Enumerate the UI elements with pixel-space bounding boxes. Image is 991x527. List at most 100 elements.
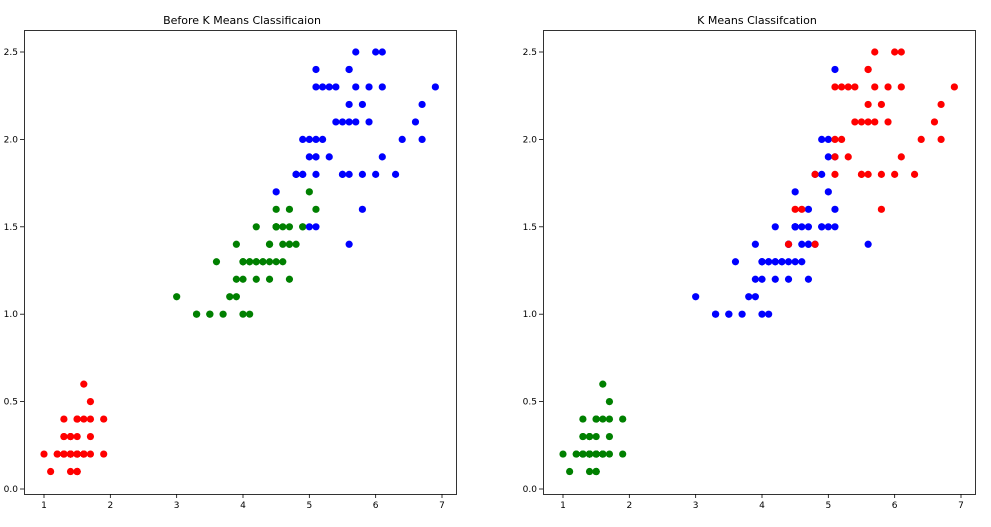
chart-title-before: Before K Means Classificaion (163, 14, 321, 27)
x-tick-label: 3 (174, 501, 180, 511)
y-tick-label: 2.5 (4, 48, 18, 58)
data-point (319, 135, 327, 143)
data-point (319, 83, 327, 91)
data-point (937, 100, 945, 109)
data-point (572, 450, 580, 458)
data-point (73, 450, 81, 458)
data-point (871, 48, 879, 56)
data-point (725, 310, 733, 318)
y-tick-label: 2.0 (523, 135, 538, 145)
data-point (86, 398, 95, 406)
data-point (771, 223, 779, 231)
data-point (206, 310, 214, 318)
data-point (804, 205, 813, 213)
data-point (891, 170, 899, 178)
data-point (605, 415, 614, 423)
data-point (305, 135, 313, 143)
data-point (272, 188, 280, 196)
data-point (259, 258, 267, 266)
data-point (579, 415, 587, 423)
data-point (305, 188, 313, 196)
data-point (345, 170, 353, 178)
y-tick-label: 0.0 (523, 485, 538, 495)
data-point (332, 118, 340, 126)
axes-frame (543, 30, 976, 495)
data-point (86, 415, 95, 423)
data-point (758, 310, 766, 318)
y-tick-label: 1.0 (523, 310, 538, 320)
series-green (173, 170, 320, 318)
series-red (40, 380, 108, 476)
data-point (232, 240, 240, 248)
data-point (252, 275, 260, 283)
axes-frame (24, 30, 457, 495)
data-point (877, 205, 885, 213)
data-point (252, 223, 260, 231)
data-point (824, 153, 832, 161)
data-point (86, 450, 95, 458)
data-point (100, 415, 108, 423)
data-point (559, 450, 567, 458)
data-point (246, 310, 254, 318)
data-point (864, 100, 872, 109)
x-tick-label: 2 (107, 501, 113, 511)
data-point (745, 293, 753, 301)
data-point (312, 135, 320, 143)
data-point (312, 223, 320, 231)
data-point (884, 118, 892, 126)
data-point (365, 118, 373, 126)
data-point (619, 415, 627, 423)
data-point (219, 310, 227, 318)
data-point (844, 83, 852, 91)
data-point (272, 223, 280, 231)
data-point (345, 65, 353, 74)
data-point (66, 450, 75, 458)
data-point (378, 153, 386, 161)
data-point (378, 48, 386, 56)
data-point (312, 65, 320, 74)
data-point (811, 170, 819, 178)
data-point (818, 223, 826, 231)
y-tick-label: 0.0 (4, 485, 19, 495)
data-point (877, 100, 885, 109)
data-point (73, 467, 81, 476)
data-point (765, 258, 773, 266)
data-point (798, 240, 806, 248)
data-point (60, 415, 68, 423)
data-point (73, 432, 81, 441)
series-red (784, 48, 958, 248)
data-point (824, 223, 832, 231)
data-point (857, 118, 866, 126)
data-point (265, 240, 274, 248)
data-point (279, 240, 287, 248)
data-point (338, 170, 347, 178)
data-point (305, 223, 313, 231)
data-point (252, 258, 260, 266)
data-point (272, 205, 280, 213)
x-tick-label: 3 (693, 501, 699, 511)
y-tick-label: 0.5 (523, 398, 537, 408)
data-point (365, 83, 373, 91)
data-point (60, 432, 68, 441)
data-point (265, 275, 274, 283)
y-tick-label: 1.0 (4, 310, 19, 320)
data-point (292, 170, 300, 178)
y-tick-label: 0.5 (4, 398, 18, 408)
data-point (285, 275, 294, 283)
x-tick-label: 6 (892, 501, 898, 511)
data-point (897, 48, 905, 56)
data-point (758, 275, 766, 283)
data-point (418, 135, 426, 143)
data-point (811, 240, 819, 248)
data-point (758, 258, 766, 266)
x-tick-label: 6 (373, 501, 379, 511)
data-point (239, 310, 247, 318)
data-point (871, 118, 879, 126)
data-point (857, 170, 866, 178)
data-point (325, 153, 333, 161)
x-tick-label: 4 (240, 501, 246, 511)
y-tick-label: 2.5 (523, 48, 537, 58)
y-tick-label: 1.5 (523, 223, 537, 233)
data-point (80, 415, 88, 423)
data-point (338, 118, 347, 126)
